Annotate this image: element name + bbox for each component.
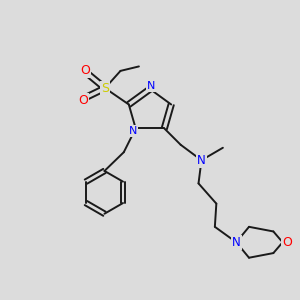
Text: O: O: [282, 236, 292, 249]
Text: N: N: [129, 126, 137, 136]
Text: N: N: [146, 81, 155, 91]
Text: O: O: [80, 64, 90, 77]
Text: S: S: [101, 82, 109, 94]
Text: O: O: [78, 94, 88, 106]
Text: N: N: [232, 236, 241, 249]
Text: N: N: [197, 154, 206, 167]
